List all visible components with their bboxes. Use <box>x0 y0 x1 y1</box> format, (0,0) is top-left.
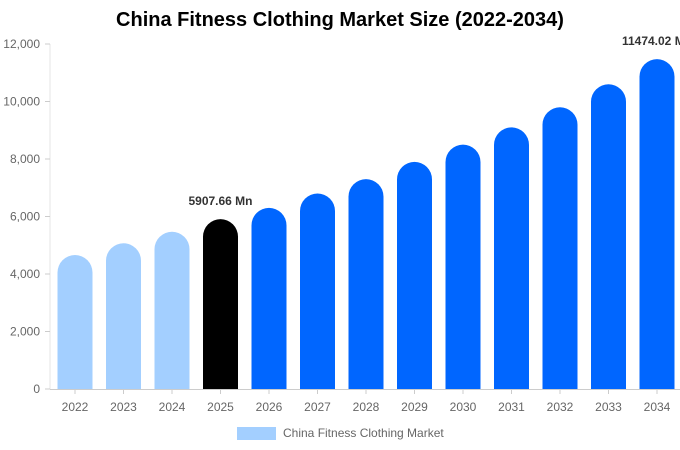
bar-2032[interactable] <box>542 107 578 389</box>
bars-group <box>57 59 675 390</box>
bar-2028[interactable] <box>348 179 384 389</box>
x-axis: 2022 2023 2024 2025 2026 2027 2028 2029 2030 2031… <box>50 389 680 414</box>
bar-2031[interactable] <box>494 127 529 389</box>
x-tick-label: 2031 <box>498 400 525 414</box>
data-label: 11474.02 Mn <box>622 34 680 48</box>
x-tick-label: 2026 <box>256 400 283 414</box>
data-labels-group: 5907.66 Mn 11474.02 Mn <box>188 34 680 208</box>
bar-2029[interactable] <box>397 161 432 389</box>
bar-2024[interactable] <box>154 231 190 389</box>
bar-2030[interactable] <box>445 144 481 389</box>
x-tick-label: 2030 <box>450 400 477 414</box>
bar-2022[interactable] <box>57 255 93 389</box>
legend-swatch <box>237 426 276 440</box>
bar-2023[interactable] <box>106 243 141 389</box>
x-tick-label: 2032 <box>547 400 574 414</box>
x-tick-label: 2028 <box>353 400 380 414</box>
x-tick-label: 2022 <box>62 400 89 414</box>
x-tick-label: 2029 <box>401 400 428 414</box>
bar-2026[interactable] <box>251 207 287 389</box>
bar-2034[interactable] <box>639 59 675 390</box>
bar-2027[interactable] <box>300 193 335 390</box>
legend[interactable]: China Fitness Clothing Market <box>237 425 444 441</box>
bar-2033[interactable] <box>591 84 626 389</box>
y-tick-label: 8,000 <box>10 152 40 166</box>
y-tick-label: 0 <box>33 382 40 396</box>
data-label: 5907.66 Mn <box>188 194 252 208</box>
x-tick-label: 2024 <box>159 400 186 414</box>
x-tick-label: 2025 <box>207 400 234 414</box>
y-tick-label: 6,000 <box>10 210 40 224</box>
x-tick-label: 2027 <box>304 400 331 414</box>
bar-2025[interactable] <box>203 219 238 389</box>
x-tick-label: 2023 <box>110 400 137 414</box>
y-axis: 0 2,000 4,000 6,000 8,000 10,000 12,000 <box>3 37 51 396</box>
chart-title: China Fitness Clothing Market Size (2022… <box>116 9 564 31</box>
y-tick-label: 10,000 <box>3 95 40 109</box>
x-tick-label: 2034 <box>644 400 671 414</box>
y-tick-label: 4,000 <box>10 267 40 281</box>
legend-label: China Fitness Clothing Market <box>283 426 444 440</box>
x-tick-label: 2033 <box>595 400 622 414</box>
y-tick-label: 12,000 <box>3 37 40 51</box>
y-tick-label: 2,000 <box>10 325 40 339</box>
